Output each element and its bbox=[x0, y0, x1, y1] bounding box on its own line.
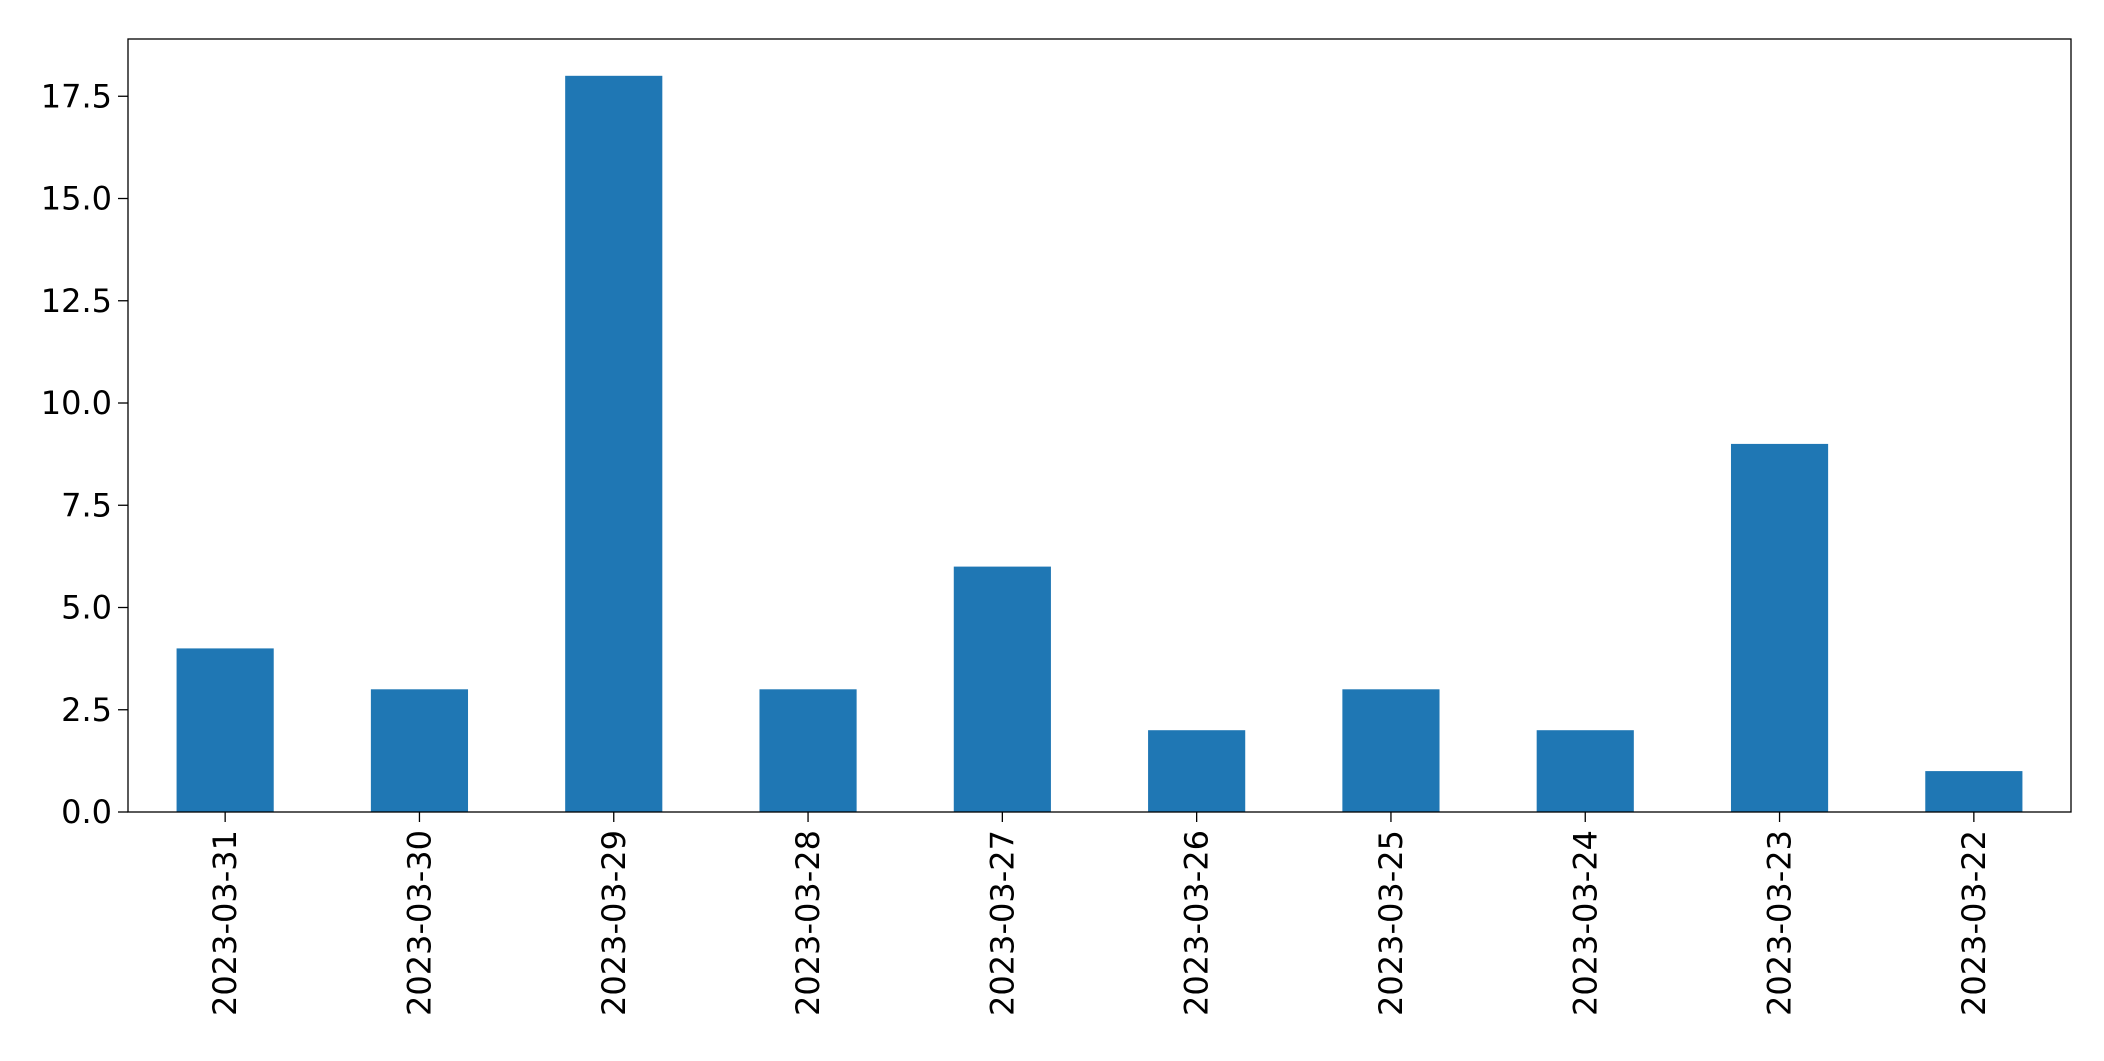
x-tick-label: 2023-03-22 bbox=[1955, 830, 1993, 1016]
x-tick-label: 2023-03-23 bbox=[1761, 830, 1799, 1016]
x-tick-label: 2023-03-30 bbox=[400, 830, 438, 1016]
bar-2023-03-30 bbox=[370, 689, 469, 812]
bar-2023-03-28 bbox=[759, 689, 857, 812]
bar-2023-03-26 bbox=[1148, 730, 1246, 812]
x-tick-label: 2023-03-26 bbox=[1178, 830, 1216, 1016]
x-tick-label: 2023-03-28 bbox=[789, 830, 827, 1016]
x-tick-label: 2023-03-29 bbox=[595, 830, 633, 1016]
x-tick-label: 2023-03-25 bbox=[1372, 830, 1410, 1016]
y-tick-label: 10.0 bbox=[41, 384, 112, 422]
bar-2023-03-24 bbox=[1536, 730, 1634, 812]
x-axis: 2023-03-31 2023-03-30 2023-03-29 2023-03-28… bbox=[206, 812, 1993, 1016]
bar-2023-03-23 bbox=[1730, 443, 1829, 812]
bar-2023-03-22 bbox=[1925, 771, 2023, 812]
bar-2023-03-27 bbox=[953, 566, 1051, 812]
y-tick-label: 17.5 bbox=[41, 77, 112, 115]
plot-area-frame bbox=[127, 38, 2072, 813]
bar-2023-03-29 bbox=[565, 75, 663, 813]
x-tick-label: 2023-03-31 bbox=[206, 830, 244, 1016]
y-tick-label: 5.0 bbox=[61, 589, 112, 627]
x-tick-label: 2023-03-24 bbox=[1566, 830, 1604, 1016]
bars-group bbox=[176, 75, 2023, 813]
y-tick-label: 15.0 bbox=[41, 180, 112, 218]
bar-2023-03-31 bbox=[176, 648, 274, 812]
y-tick-label: 0.0 bbox=[61, 793, 112, 831]
y-tick-label: 12.5 bbox=[41, 282, 112, 320]
y-tick-label: 2.5 bbox=[61, 691, 112, 729]
bar-2023-03-25 bbox=[1342, 689, 1440, 812]
y-tick-label: 7.5 bbox=[61, 486, 112, 524]
y-axis: 0.0 2.5 5.0 7.5 10.0 12.5 15.0 17.5 bbox=[41, 77, 128, 831]
x-tick-label: 2023-03-27 bbox=[983, 830, 1021, 1016]
